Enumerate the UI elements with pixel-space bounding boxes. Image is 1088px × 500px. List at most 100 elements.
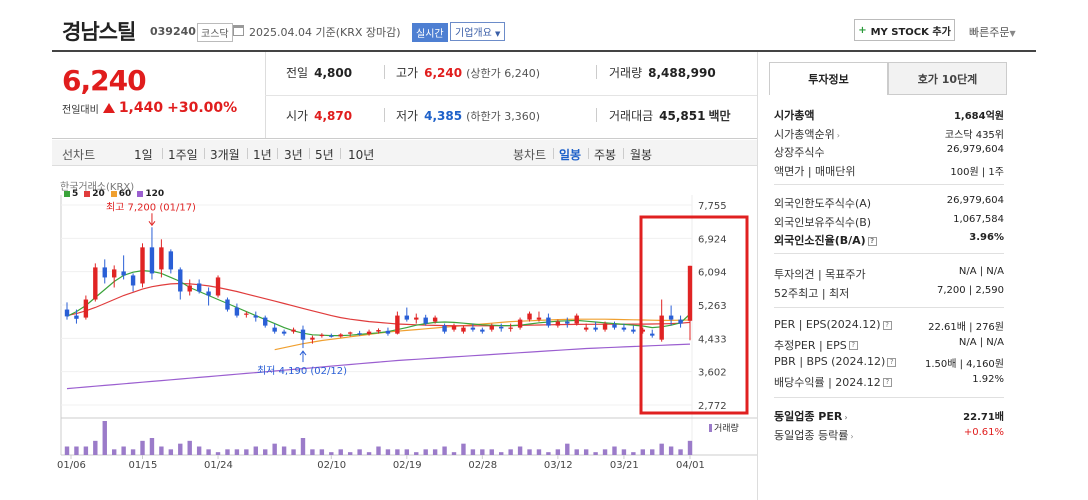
candle-body: [499, 326, 504, 329]
y-tick-label: 3,602: [698, 368, 727, 379]
line-chart-button[interactable]: 선차트: [62, 148, 96, 162]
volume-bar: [347, 452, 353, 455]
chevron-right-icon: ›: [850, 431, 854, 441]
info-key: 외국인소진율(B/A)?: [774, 232, 877, 248]
candle-body: [593, 327, 598, 330]
info-row[interactable]: 동일업종 PER › 22.71배: [774, 407, 1004, 426]
period-10y[interactable]: 10년: [348, 148, 375, 162]
tab-investment-info[interactable]: 투자정보: [769, 62, 888, 95]
info-row: 추정PER | EPS? N/A | N/A: [774, 336, 1004, 355]
info-key: 외국인보유주식수(B): [774, 214, 871, 230]
volume-bar: [291, 449, 296, 455]
divider: [774, 253, 1004, 254]
candle-body: [385, 330, 391, 334]
legend-ma60-label: 60: [118, 189, 132, 199]
period-3y[interactable]: 3년: [284, 148, 303, 162]
volume-bar: [159, 446, 164, 455]
info-section-opinion: 투자의견 | 목표주가 N/A | N/A 52주최고 | 최저 7,200 | 2,…: [774, 265, 1004, 302]
help-icon[interactable]: ?: [867, 236, 877, 246]
info-key-text: 외국인보유주식수(B): [774, 215, 872, 229]
candle-body: [338, 334, 343, 337]
volume-bar: [253, 446, 258, 455]
candle-body: [621, 327, 627, 330]
x-tick-label: 01/06: [57, 460, 86, 470]
info-key: 동일업종 등락률 ›: [774, 427, 854, 443]
legend-ma120-label: 120: [145, 189, 165, 199]
period-1d[interactable]: 1일: [134, 148, 153, 162]
candle-chart-button[interactable]: 봉차트: [513, 148, 547, 162]
mystock-add-button[interactable]: + MY STOCK 추가: [854, 19, 955, 41]
quote-open-label: 시가: [286, 109, 309, 123]
volume-bar: [432, 449, 438, 455]
quote-low: 저가 4,385 (하한가 3,360): [396, 107, 540, 124]
candle-body: [546, 317, 551, 326]
info-row: 액면가 | 매매단위 100원 | 1주: [774, 162, 1004, 181]
help-icon[interactable]: ?: [887, 357, 897, 367]
current-price: 6,240: [62, 64, 147, 97]
volume-legend: 거래량: [709, 421, 739, 434]
tab-order-book[interactable]: 호가 10단계: [888, 62, 1007, 95]
separator: [384, 65, 385, 79]
candle-body: [470, 327, 476, 330]
info-row[interactable]: 동일업종 등락률 › +0.61%: [774, 426, 1004, 445]
period-1w[interactable]: 1주일: [168, 148, 198, 162]
candle-body: [187, 285, 192, 292]
legend-ma60-swatch: [110, 191, 117, 197]
quick-order-button[interactable]: 빠른주문▼: [969, 24, 1016, 40]
candle-body: [527, 313, 532, 320]
candle-body: [140, 247, 145, 284]
period-1y[interactable]: 1년: [253, 148, 272, 162]
info-tabs: 투자정보 호가 10단계: [769, 62, 1007, 95]
period-3m[interactable]: 3개월: [210, 148, 240, 162]
candle-body: [300, 329, 306, 340]
ma120-line: [66, 343, 691, 390]
y-tick-label: 4,433: [698, 334, 727, 345]
volume-bar: [93, 440, 98, 455]
highlight-box: [639, 215, 749, 415]
info-row[interactable]: 시가총액순위 › 코스닥 435위: [774, 125, 1004, 144]
info-row: 외국인보유주식수(B) 1,067,584: [774, 213, 1004, 232]
candle-body: [215, 277, 221, 296]
y-tick-label: 6,924: [698, 234, 727, 245]
realtime-button[interactable]: 실시간: [412, 23, 448, 42]
price-chart[interactable]: 한국거래소(KRX) 5 20 60 120 7,755 6,924 6,094 5,…: [52, 170, 758, 470]
separator: [247, 148, 248, 159]
candle-weekly[interactable]: 주봉: [594, 148, 617, 162]
candle-body: [196, 283, 202, 292]
help-icon[interactable]: ?: [848, 341, 858, 350]
divider: [774, 307, 1004, 308]
volume-bar: [470, 449, 476, 455]
quote-amount: 거래대금 45,851 백만: [609, 107, 731, 124]
info-value: N/A | N/A: [958, 336, 1004, 348]
separator: [596, 65, 597, 79]
info-row: 52주최고 | 최저 7,200 | 2,590: [774, 284, 1004, 303]
x-tick-label: 04/01: [676, 460, 705, 470]
quote-volume-value: 8,488,990: [648, 66, 716, 80]
candle-body: [329, 335, 334, 337]
candle-body: [225, 299, 230, 310]
info-row: 투자의견 | 목표주가 N/A | N/A: [774, 265, 1004, 284]
help-icon[interactable]: ?: [882, 320, 892, 330]
volume-bar: [442, 446, 447, 455]
y-tick-label: 5,263: [698, 301, 727, 312]
period-5y[interactable]: 5년: [315, 148, 334, 162]
candle-body: [253, 315, 258, 318]
candle-daily[interactable]: 일봉: [559, 148, 582, 162]
company-overview-button[interactable]: 기업개요 ▼: [450, 22, 506, 41]
info-section-market-cap: 시가총액 1,684억원 시가총액순위 › 코스닥 435위 상장주식수 26,979,60…: [774, 106, 1004, 180]
market-tag: 코스닥: [197, 23, 233, 42]
volume-bar: [527, 449, 532, 455]
quote-grid: 전일 4,800 고가 6,240 (상한가 6,240) 거래량 8,488,990 …: [265, 52, 758, 138]
volume-bar: [225, 449, 230, 455]
ma-legend: 5 20 60 120: [64, 189, 164, 199]
volume-bar: [74, 446, 79, 455]
help-icon[interactable]: ?: [882, 378, 892, 387]
info-key-text: 액면가 | 매매단위: [774, 164, 856, 178]
candle-body: [310, 337, 315, 340]
candle-monthly[interactable]: 월봉: [630, 148, 653, 162]
low-annotation: 최저 4,190 (02/12): [257, 365, 347, 377]
candle-body: [263, 317, 268, 326]
volume-bar: [640, 449, 646, 455]
info-key-text: 52주최고 | 최저: [774, 286, 850, 300]
info-value: 100원 | 1주: [950, 166, 1004, 178]
